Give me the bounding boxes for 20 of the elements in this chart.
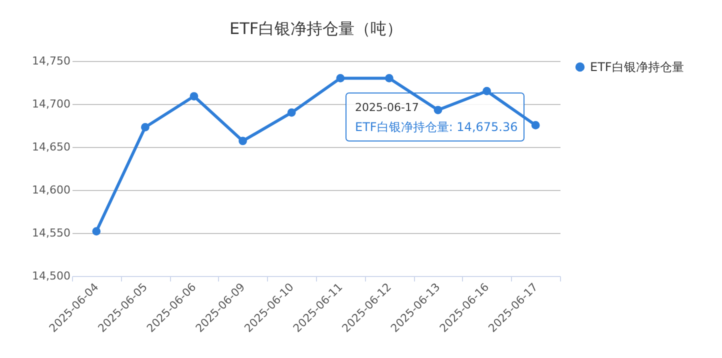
- legend-label: ETF白银净持仓量: [590, 60, 684, 74]
- point: [385, 74, 394, 82]
- y-tick-label: 14,500: [32, 270, 70, 282]
- y-tick-label: 14,550: [32, 226, 70, 240]
- point: [336, 74, 345, 82]
- point: [434, 106, 442, 114]
- point: [141, 123, 150, 132]
- point: [531, 121, 540, 130]
- chart-title: ETF白银净持仓量（吨）: [229, 19, 403, 38]
- annotation: 2025-06-17: [355, 101, 419, 114]
- annotation: ETF白银净持仓量: 14,675.36: [355, 120, 518, 134]
- point: [92, 227, 101, 236]
- point: [287, 108, 296, 117]
- y-tick-label: 14,700: [32, 98, 70, 110]
- point: [482, 86, 491, 96]
- y-tick-label: 14,600: [32, 184, 70, 196]
- y-tick-label: 14,750: [32, 54, 70, 68]
- y-tick-label: 14,650: [32, 140, 70, 154]
- point: [190, 92, 198, 100]
- point: [238, 136, 247, 146]
